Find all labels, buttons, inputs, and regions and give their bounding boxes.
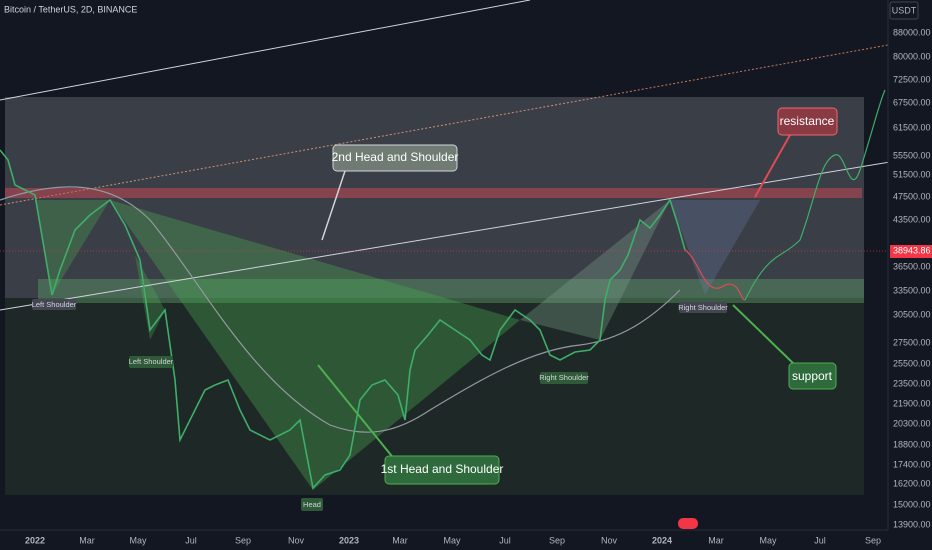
price-label: 23500.00 [893, 378, 931, 388]
price-label: 13900.00 [893, 519, 931, 529]
pattern-label-box [32, 299, 76, 310]
price-label: 47500.00 [893, 191, 931, 201]
annotation-box [788, 362, 837, 390]
price-label: 27500.00 [893, 337, 931, 347]
projection-up [744, 89, 886, 301]
price-axis [888, 0, 932, 550]
callout-line [732, 304, 796, 366]
price-label: 21900.00 [893, 398, 931, 408]
first-pattern-triangle [110, 200, 520, 490]
current-price: 38943.86 [893, 245, 931, 255]
annotation-text: 2nd Head and Shoulder [332, 150, 459, 164]
symbol-title: Bitcoin / TetherUS, 2D, BINANCE [4, 4, 137, 14]
time-label: 2023 [339, 535, 359, 545]
time-label: 2022 [25, 535, 45, 545]
annotation-box [332, 144, 458, 172]
time-label: Nov [601, 535, 618, 545]
event-marker[interactable] [678, 518, 698, 529]
projection-down [684, 249, 746, 301]
price-label: 51500.00 [893, 169, 931, 179]
time-label: May [443, 535, 461, 545]
pattern-label: Right Shoulder [678, 303, 728, 312]
callout-line [321, 170, 346, 241]
resistance-band [5, 188, 862, 198]
price-label: 61500.00 [893, 122, 931, 132]
time-label: Sep [549, 535, 565, 545]
price-label: 25500.00 [893, 358, 931, 368]
price-label: 30500.00 [893, 309, 931, 319]
pattern-label: Left Shoulder [32, 300, 77, 309]
price-label: 15000.00 [893, 499, 931, 509]
pattern-label-box [540, 372, 588, 384]
pattern-label: Head [303, 500, 321, 509]
time-label: May [129, 535, 147, 545]
time-label: Sep [235, 535, 251, 545]
time-label: May [759, 535, 777, 545]
time-label: Mar [708, 535, 724, 545]
right-shoulder-triangle [520, 200, 670, 340]
currency-button[interactable] [889, 1, 919, 20]
time-label: 2024 [652, 535, 672, 545]
moving-average [0, 186, 681, 433]
price-label: 16200.00 [893, 478, 931, 488]
annotation-box [384, 455, 500, 485]
price-label: 18800.00 [893, 439, 931, 449]
annotation-text: support [792, 369, 833, 383]
time-label: Sep [865, 535, 881, 545]
time-label: Jul [499, 535, 511, 545]
price-label: 55500.00 [893, 150, 931, 160]
time-label: Nov [288, 535, 305, 545]
pattern-label: Right Shoulder [539, 373, 589, 382]
current-price-box [890, 245, 932, 258]
time-label: Jul [814, 535, 826, 545]
annotation-box [777, 107, 838, 136]
time-label: Mar [392, 535, 408, 545]
price-label: 80000.00 [893, 51, 931, 61]
pattern-label-box [301, 498, 323, 511]
price-label: 17400.00 [893, 459, 931, 469]
price-label: 88000.00 [893, 27, 931, 37]
callout-line [754, 134, 791, 198]
annotation-text: 1st Head and Shoulder [381, 462, 504, 476]
time-label: Mar [79, 535, 95, 545]
neckline [0, 154, 932, 311]
price-label: 67500.00 [893, 97, 931, 107]
annotation-text: resistance [780, 114, 835, 128]
pattern-label-box [129, 356, 173, 368]
time-label: Jul [185, 535, 197, 545]
callout-line [317, 364, 396, 461]
price-series [0, 149, 686, 490]
price-label: 43500.00 [893, 214, 931, 224]
upper-channel [0, 0, 531, 101]
pattern-label-box [679, 302, 727, 313]
projection-triangle [670, 200, 760, 295]
price-label: 33500.00 [893, 285, 931, 295]
support-band [38, 279, 864, 303]
price-label: 72500.00 [893, 74, 931, 84]
price-label: 36500.00 [893, 261, 931, 271]
currency[interactable]: USDT [892, 5, 917, 15]
shoulder-triangle [35, 200, 110, 295]
gray-zone [5, 97, 864, 298]
pattern-label: Left Shoulder [129, 357, 174, 366]
price-label: 20300.00 [893, 418, 931, 428]
